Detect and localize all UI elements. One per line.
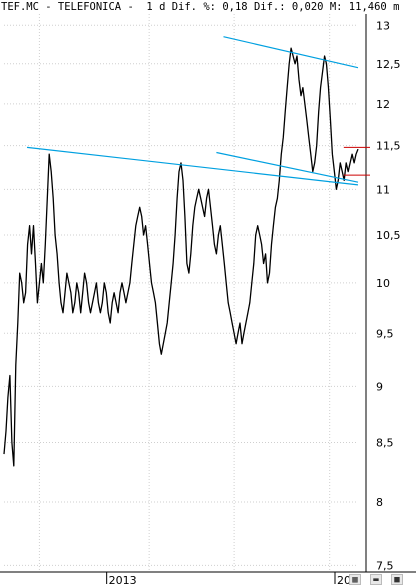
y-tick-label: 8,5 <box>376 437 394 450</box>
dif-abs: 0,020 <box>291 1 324 13</box>
y-tick-label: 8 <box>376 496 383 509</box>
axes: 13 12,5 12 11,5 11 10,5 10 9,5 9 8,5 8 7,5 2013 20 <box>0 14 416 586</box>
y-tick-label: 9 <box>376 380 383 393</box>
y-tick-label: 13 <box>376 19 390 32</box>
chart-icon[interactable]: ▦ <box>349 574 361 585</box>
x-tick-label: 2013 <box>109 574 137 586</box>
minimize-icon[interactable]: ▬ <box>370 574 382 585</box>
y-tick-label: 12,5 <box>376 58 401 71</box>
y-tick-label: 7,5 <box>376 559 394 572</box>
close-icon[interactable]: ■ <box>391 574 403 585</box>
period: 1 d <box>146 1 166 13</box>
dif-abs-label: Dif.: <box>253 1 286 13</box>
ticker: TEF.MC <box>1 1 39 13</box>
last-label: M: <box>329 1 343 13</box>
instrument-name: TELEFONICA <box>57 1 122 13</box>
y-tick-label: 11 <box>376 183 390 196</box>
unit: m <box>393 1 400 13</box>
x-tick-label: 20 <box>337 574 351 586</box>
series-layer <box>3 47 359 467</box>
last-price: 11,460 <box>348 1 387 13</box>
y-tick-label: 12 <box>376 98 390 111</box>
y-tick-label: 9,5 <box>376 327 394 340</box>
price-line <box>3 47 359 467</box>
trendline <box>216 151 359 183</box>
grid <box>4 14 358 572</box>
y-tick-label: 10 <box>376 277 390 290</box>
annotations <box>26 36 370 186</box>
y-tick-label: 10,5 <box>376 229 401 242</box>
chart-header: TEF.MC - TELEFONICA - 1 d Dif. %: 0,18 D… <box>0 0 400 14</box>
y-tick-label: 11,5 <box>376 140 401 153</box>
trendline <box>26 146 359 186</box>
trendline <box>223 36 359 69</box>
dif-pct: 0,18 <box>222 1 248 13</box>
dif-pct-label: Dif. %: <box>171 1 216 13</box>
